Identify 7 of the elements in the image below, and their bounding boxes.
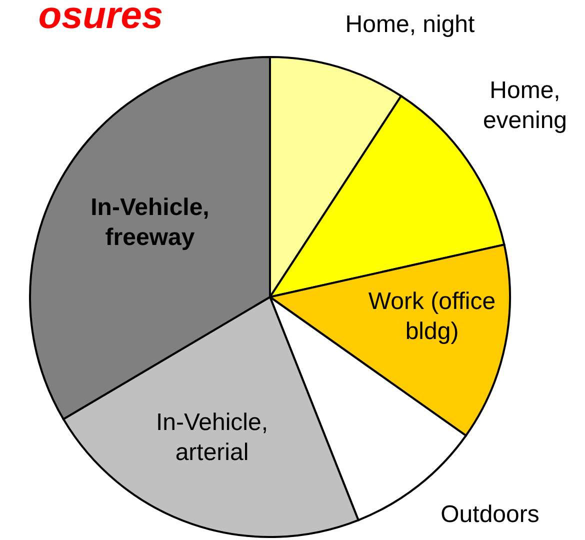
slice-label: In-Vehicle, arterial bbox=[156, 408, 268, 466]
slice-label: Outdoors bbox=[440, 500, 540, 528]
slice-label: Work (office bldg) bbox=[368, 288, 496, 344]
chart-title: osures bbox=[38, 0, 163, 37]
slice-label: Home, night bbox=[345, 10, 476, 38]
slice-label: In-Vehicle, freeway bbox=[90, 194, 210, 250]
slice-label: Home, evening bbox=[482, 76, 568, 134]
